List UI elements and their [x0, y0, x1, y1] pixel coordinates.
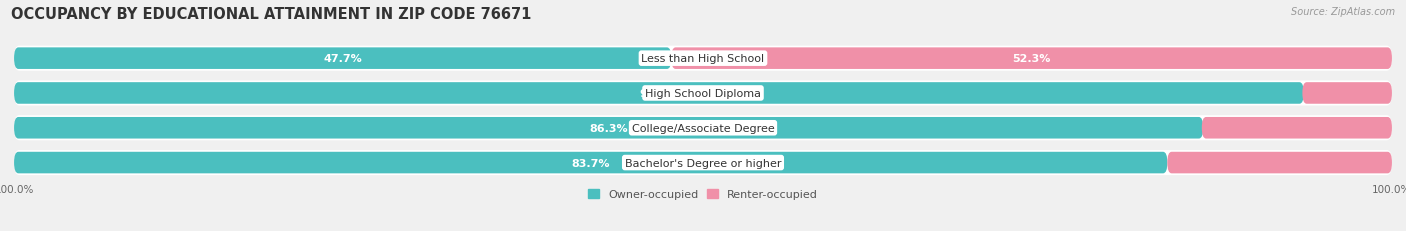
- Text: OCCUPANCY BY EDUCATIONAL ATTAINMENT IN ZIP CODE 76671: OCCUPANCY BY EDUCATIONAL ATTAINMENT IN Z…: [11, 7, 531, 22]
- Legend: Owner-occupied, Renter-occupied: Owner-occupied, Renter-occupied: [588, 189, 818, 200]
- Text: Source: ZipAtlas.com: Source: ZipAtlas.com: [1291, 7, 1395, 17]
- FancyBboxPatch shape: [1302, 83, 1392, 104]
- FancyBboxPatch shape: [671, 48, 1392, 70]
- Text: High School Diploma: High School Diploma: [645, 88, 761, 99]
- Text: College/Associate Degree: College/Associate Degree: [631, 123, 775, 133]
- Text: Less than High School: Less than High School: [641, 54, 765, 64]
- FancyBboxPatch shape: [14, 48, 671, 70]
- FancyBboxPatch shape: [14, 118, 1204, 139]
- FancyBboxPatch shape: [14, 116, 1392, 141]
- Text: 86.3%: 86.3%: [589, 123, 628, 133]
- FancyBboxPatch shape: [14, 46, 1392, 71]
- Text: Bachelor's Degree or higher: Bachelor's Degree or higher: [624, 158, 782, 168]
- Text: 83.7%: 83.7%: [571, 158, 610, 168]
- FancyBboxPatch shape: [1202, 118, 1392, 139]
- FancyBboxPatch shape: [14, 81, 1392, 106]
- FancyBboxPatch shape: [14, 150, 1392, 175]
- Text: 93.6%: 93.6%: [640, 88, 678, 99]
- FancyBboxPatch shape: [14, 83, 1303, 104]
- FancyBboxPatch shape: [14, 152, 1167, 174]
- FancyBboxPatch shape: [1167, 152, 1392, 174]
- Text: 52.3%: 52.3%: [1012, 54, 1050, 64]
- Text: 47.7%: 47.7%: [323, 54, 363, 64]
